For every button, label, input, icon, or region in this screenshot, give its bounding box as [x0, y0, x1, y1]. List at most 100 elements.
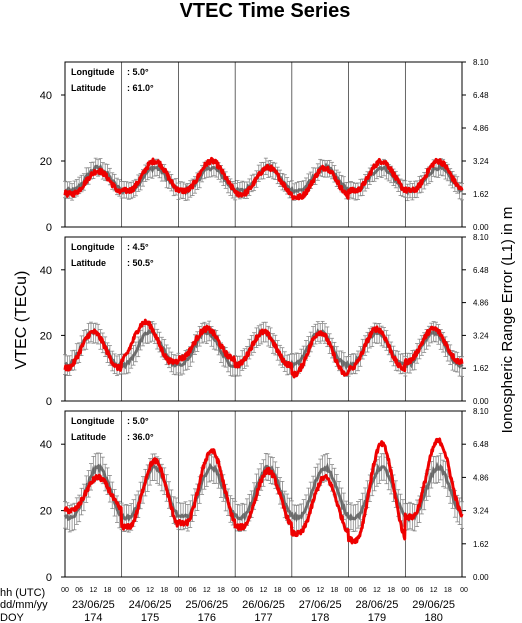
right-tick-label: 0.00 [473, 397, 489, 406]
reference-series [63, 157, 464, 202]
left-tick-label: 0 [46, 572, 52, 584]
right-tick-label: 4.86 [473, 299, 489, 308]
date-label: 25/06/25 [185, 599, 228, 611]
right-tick-label: 3.24 [473, 507, 489, 516]
doy-label: 177 [254, 612, 272, 623]
right-tick-label: 8.10 [473, 407, 489, 416]
hour-tick-label: 06 [132, 587, 140, 594]
latitude-label: Latitude [71, 83, 106, 93]
right-tick-label: 1.62 [473, 190, 489, 199]
hour-tick-label: 00 [345, 587, 353, 594]
longitude-label: Longitude [71, 242, 115, 252]
hour-tick-label: 06 [245, 587, 253, 594]
longitude-value: : 4.5° [127, 242, 149, 252]
latitude-value: : 36.0° [127, 432, 154, 442]
hour-tick-label: 06 [189, 587, 197, 594]
hour-tick-label: 06 [75, 587, 83, 594]
vtec-panel-3: 0 20 40 0.00 1.62 3.24 4.86 6.48 8.10 Longitude : … [40, 407, 489, 584]
latitude-value: : 61.0° [127, 83, 154, 93]
hour-tick-label: 18 [160, 587, 168, 594]
hour-tick-label: 12 [89, 587, 97, 594]
right-tick-label: 6.48 [473, 266, 489, 275]
observed-line [63, 318, 464, 379]
observed-line [63, 156, 464, 201]
hour-tick-label: 18 [444, 587, 452, 594]
hour-tick-label: 06 [359, 587, 367, 594]
hour-tick-label: 00 [61, 587, 69, 594]
left-tick-label: 40 [40, 265, 52, 277]
hour-tick-label: 00 [401, 587, 409, 594]
x-row-label-date: dd/mm/yy [0, 599, 48, 611]
left-tick-label: 20 [40, 330, 52, 342]
plot-frame [64, 236, 463, 402]
x-row-label-doy: DOY [0, 612, 25, 623]
hour-tick-label: 12 [146, 587, 154, 594]
left-tick-label: 40 [40, 439, 52, 451]
hour-tick-label: 06 [416, 587, 424, 594]
right-tick-label: 0.00 [473, 573, 489, 582]
hour-tick-label: 12 [430, 587, 438, 594]
left-tick-label: 20 [40, 506, 52, 518]
vtec-panel-1: 0 20 40 0.00 1.62 3.24 4.86 6.48 8.10 Longitude : … [40, 58, 489, 234]
right-tick-label: 1.62 [473, 540, 489, 549]
right-axis-label: Ionospheric Range Error (L1) in m [499, 207, 516, 434]
right-tick-label: 1.62 [473, 364, 489, 373]
date-label: 26/06/25 [242, 599, 285, 611]
hour-tick-label: 18 [330, 587, 338, 594]
longitude-label: Longitude [71, 416, 115, 426]
hour-tick-label: 18 [387, 587, 395, 594]
longitude-value: : 5.0° [127, 67, 149, 77]
hour-tick-label: 12 [316, 587, 324, 594]
x-row-label-hour: hh (UTC) [0, 587, 45, 599]
doy-label: 175 [141, 612, 159, 623]
doy-label: 178 [311, 612, 329, 623]
vtec-panel-2: 0 20 40 0.00 1.62 3.24 4.86 6.48 8.10 Longitude : … [40, 233, 489, 408]
date-label: 27/06/25 [299, 599, 342, 611]
hour-tick-label: 12 [373, 587, 381, 594]
doy-label: 176 [198, 612, 216, 623]
hour-tick-label: 00 [288, 587, 296, 594]
hour-tick-label: 12 [203, 587, 211, 594]
left-tick-label: 20 [40, 156, 52, 168]
doy-label: 180 [424, 612, 442, 623]
right-tick-label: 3.24 [473, 331, 489, 340]
date-label: 24/06/25 [129, 599, 172, 611]
right-tick-label: 6.48 [473, 91, 489, 100]
right-tick-label: 8.10 [473, 58, 489, 67]
panel-stack: 0 20 40 0.00 1.62 3.24 4.86 6.48 8.10 Longitude : … [40, 58, 489, 584]
right-tick-label: 3.24 [473, 157, 489, 166]
right-tick-label: 6.48 [473, 440, 489, 449]
hour-tick-label: 18 [274, 587, 282, 594]
left-tick-label: 0 [46, 222, 52, 234]
hour-tick-label: 00 [460, 587, 468, 594]
hour-tick-label: 06 [302, 587, 310, 594]
date-label: 28/06/25 [356, 599, 399, 611]
doy-label: 174 [84, 612, 102, 623]
observed-line [63, 437, 464, 545]
hour-tick-label: 00 [175, 587, 183, 594]
latitude-value: : 50.5° [127, 258, 154, 268]
chart-title: VTEC Time Series [180, 0, 351, 22]
hour-tick-label: 00 [231, 587, 239, 594]
right-tick-label: 0.00 [473, 223, 489, 232]
hour-tick-label: 18 [217, 587, 225, 594]
right-tick-label: 8.10 [473, 233, 489, 242]
plot-frame [64, 61, 463, 228]
hour-tick-label: 18 [104, 587, 112, 594]
plot-frame [64, 410, 463, 578]
hour-tick-label: 00 [118, 587, 126, 594]
right-tick-label: 4.86 [473, 124, 489, 133]
right-tick-label: 4.86 [473, 473, 489, 482]
date-label: 29/06/25 [412, 599, 455, 611]
left-axis-label: VTEC (TECu) [13, 271, 30, 370]
longitude-value: : 5.0° [127, 416, 149, 426]
hour-tick-label: 12 [260, 587, 268, 594]
latitude-label: Latitude [71, 432, 106, 442]
longitude-label: Longitude [71, 67, 115, 77]
latitude-label: Latitude [71, 258, 106, 268]
left-tick-label: 40 [40, 90, 52, 102]
left-tick-label: 0 [46, 396, 52, 408]
doy-label: 179 [368, 612, 386, 623]
